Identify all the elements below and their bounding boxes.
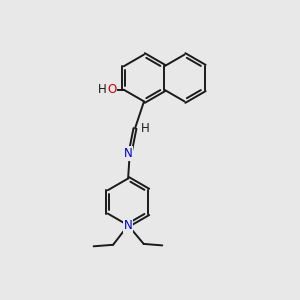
Text: H: H bbox=[98, 83, 107, 96]
Text: N: N bbox=[124, 147, 133, 161]
Text: N: N bbox=[124, 219, 133, 232]
Text: O: O bbox=[107, 83, 116, 96]
Text: H: H bbox=[141, 122, 150, 135]
